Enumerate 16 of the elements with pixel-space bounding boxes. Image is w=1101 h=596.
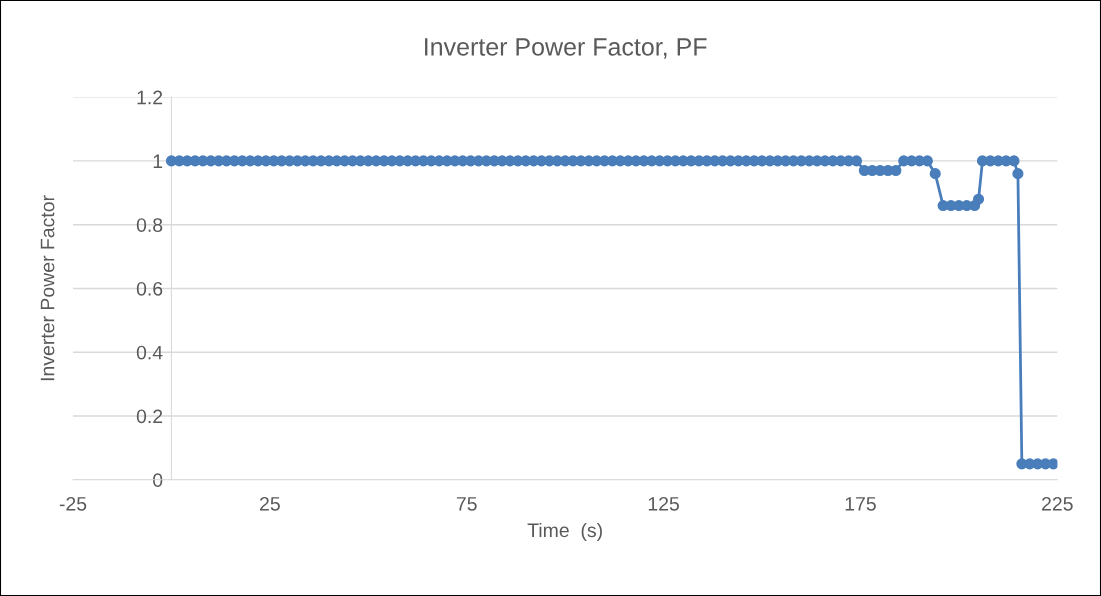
x-tick-label: -25: [59, 496, 87, 511]
y-tick-label: 1: [153, 154, 163, 168]
x-tick-label: 225: [1042, 496, 1073, 511]
y-tick-label: 1.2: [137, 90, 163, 105]
x-tick-label: 25: [260, 496, 280, 511]
y-tick-label: 0.8: [136, 218, 163, 232]
y-tick-label: 0.6: [136, 281, 163, 296]
y-axis-title: Inverter Power Factor: [40, 195, 55, 381]
x-tick-label: 75: [456, 497, 477, 511]
y-tick-label: 0: [153, 473, 163, 488]
x-tick-label: 175: [845, 497, 876, 511]
y-tick-label: 0.4: [136, 345, 163, 360]
chart-title: Inverter Power Factor, PF: [425, 38, 707, 59]
y-tick-label: 0.2: [136, 409, 163, 424]
x-tick-label: 125: [648, 496, 679, 511]
x-axis-title: Time (s): [527, 522, 602, 542]
